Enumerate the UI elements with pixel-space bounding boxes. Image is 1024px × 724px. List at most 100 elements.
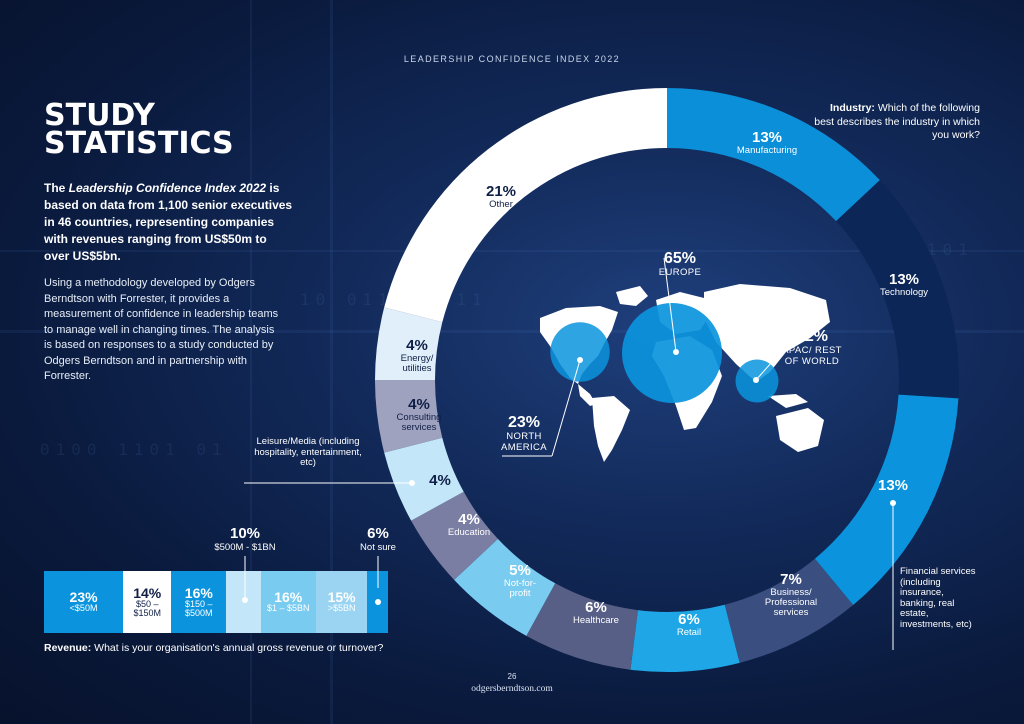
donut-segment-3	[814, 394, 959, 605]
apac-leader-line	[755, 345, 787, 381]
segment-label-consulting: 4% Consulting services	[391, 397, 447, 433]
region-name: EUROPE	[658, 267, 702, 278]
revenue-question-label: Revenue:	[44, 642, 92, 654]
background-line	[330, 0, 333, 724]
europe-dot	[673, 349, 679, 355]
industry-question-label: Industry:	[830, 102, 875, 114]
segment-value: 13%	[877, 477, 909, 494]
segment-label-retail: 6% Retail	[677, 612, 701, 638]
financial-dot	[890, 500, 896, 506]
revenue-value: 15%	[327, 589, 356, 606]
donut-segment-9	[384, 437, 464, 521]
page-title: STUDY STATISTICS	[44, 98, 234, 161]
page-title-line-2: STATISTICS	[44, 126, 234, 161]
segment-value: 6%	[678, 611, 700, 628]
segment-label-leisure: 4%	[429, 473, 451, 489]
background-line	[0, 250, 1024, 252]
revenue-question: Revenue: What is your organisation's ann…	[44, 642, 383, 654]
segment-name: Manufacturing	[736, 144, 798, 156]
page-number: 26	[507, 672, 517, 681]
region-value: 65%	[663, 250, 697, 267]
site-url: odgersberndtson.com	[471, 684, 553, 694]
revenue-callout-not-sure: 6% Not sure	[360, 525, 396, 553]
revenue-value: 6%	[367, 525, 389, 542]
region-label-north-america: 23% NORTH AMERICA	[493, 414, 555, 453]
north-america-leader-line	[551, 359, 581, 457]
segment-value: 13%	[888, 271, 920, 288]
map-asia	[704, 284, 830, 382]
leader-dots	[409, 349, 896, 506]
segment-name: Business/ Professional services	[764, 586, 818, 618]
donut-segment-4	[724, 558, 854, 663]
map-south-america	[592, 396, 630, 462]
revenue-value: 16%	[184, 584, 213, 601]
segment-label-not-for-profit: 5% Not-for- profit	[496, 563, 544, 599]
revenue-not-sure-dot	[374, 599, 381, 605]
donut-segment-5	[630, 604, 740, 673]
revenue-category: $1 – $5BN	[266, 603, 310, 614]
map-bubble-1	[622, 303, 722, 403]
map-bubble-2	[550, 322, 610, 382]
intro-summary: The Leadership Confidence Index 2022 is …	[44, 180, 294, 265]
map-greenland	[616, 286, 648, 306]
map-central-america	[578, 384, 596, 406]
intro-summary-post: is based on data from 1,100 senior execu…	[44, 181, 293, 263]
revenue-segment-500m-1bn	[226, 571, 261, 633]
segment-label-education: 4% Education	[448, 512, 490, 538]
segment-label-business: 7% Business/ Professional services	[756, 572, 826, 618]
revenue-segment-50-150m: 14% $50 – $150M	[123, 571, 172, 633]
revenue-category: $50 – $150M	[133, 598, 161, 618]
segment-label-manufacturing: 13% Manufacturing	[737, 130, 797, 156]
map-australia	[776, 408, 824, 452]
donut-segments	[375, 88, 959, 673]
map-indonesia	[768, 394, 808, 408]
segment-name: Retail	[676, 626, 702, 638]
segment-name: Technology	[879, 286, 929, 298]
page-header-title: LEADERSHIP CONFIDENCE INDEX 2022	[403, 54, 621, 64]
revenue-callout-500m-1bn: 10% $500M - $1BN	[214, 525, 275, 553]
revenue-segment-under-50m: 23% <$50M	[44, 571, 124, 633]
side-label-leisure: Leisure/Media (including hospitality, en…	[254, 436, 362, 468]
background-binary-pattern: 0100 1101 01	[40, 440, 228, 459]
revenue-question-text: What is your organisation's annual gross…	[91, 642, 384, 654]
segment-label-energy: 4% Energy/ utilities	[392, 338, 442, 374]
segment-value: 4%	[406, 337, 428, 354]
region-label-apac: 12% APAC/ REST OF WORLD	[780, 328, 844, 367]
segment-label-other: 21% Other	[486, 184, 516, 210]
region-label-europe: 65% EUROPE	[659, 250, 702, 279]
segment-name: Energy/ utilities	[400, 352, 434, 374]
donut-segment-10	[375, 380, 443, 453]
segment-name: Other	[489, 198, 513, 210]
region-value: 23%	[507, 414, 541, 431]
industry-question: Industry: Which of the following best de…	[810, 102, 980, 143]
segment-name: Not-for- profit	[503, 577, 537, 599]
segment-value: 6%	[585, 599, 607, 616]
background-line	[250, 0, 252, 724]
industry-question-text: Which of the following best describes th…	[814, 102, 980, 141]
segment-value: 4%	[429, 472, 451, 489]
donut-segment-12	[384, 88, 667, 323]
region-value: 12%	[795, 328, 829, 345]
region-name: APAC/ REST OF WORLD	[782, 345, 842, 367]
revenue-category: Not sure	[360, 542, 396, 553]
segment-value: 5%	[509, 562, 531, 579]
segment-label-healthcare: 6% Healthcare	[573, 600, 619, 626]
revenue-value: 14%	[133, 584, 162, 601]
segment-value: 4%	[458, 511, 480, 528]
revenue-segment-1-5bn: 16% $1 – $5BN	[260, 571, 316, 633]
segment-label-financial: 13%	[878, 478, 908, 494]
north-america-dot	[577, 357, 583, 363]
donut-segment-7	[454, 538, 556, 636]
revenue-category: $150 – $500M	[185, 598, 213, 618]
segment-label-technology: 13% Technology	[880, 272, 928, 298]
donut-segment-1	[667, 88, 880, 222]
donut-segment-8	[411, 491, 498, 580]
page-title-line-1: STUDY	[44, 98, 155, 133]
intro-summary-pre: The	[44, 181, 69, 195]
intro-body: Using a methodology developed by Odgers …	[44, 277, 279, 382]
side-label-financial: Financial services (including insurance,…	[900, 566, 976, 630]
intro-summary-index-name: Leadership Confidence Index 2022	[68, 181, 267, 195]
region-name: NORTH AMERICA	[500, 431, 548, 453]
revenue-stacked-bar: 23% <$50M 14% $50 – $150M 16% $150 – $50…	[44, 571, 389, 633]
